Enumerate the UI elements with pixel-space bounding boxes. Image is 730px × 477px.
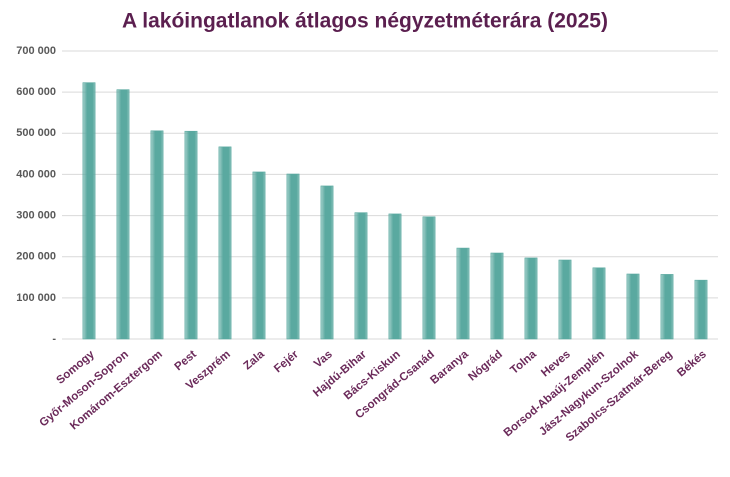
bar — [218, 146, 232, 340]
x-tick-label: Zala — [242, 348, 268, 372]
y-tick-label: 200 000 — [16, 251, 56, 263]
bar — [422, 216, 436, 340]
bar — [660, 274, 674, 340]
x-tick-label: Vas — [312, 348, 335, 370]
y-tick-label: 400 000 — [16, 168, 56, 180]
bar — [252, 171, 266, 340]
bar — [558, 259, 572, 340]
x-tick-label: Nógrád — [466, 348, 505, 383]
bar — [456, 247, 470, 340]
bar — [524, 257, 538, 340]
bar — [490, 252, 504, 340]
bar — [388, 213, 402, 340]
bar — [286, 173, 300, 340]
bar — [82, 82, 96, 340]
bar — [694, 279, 708, 340]
bar — [116, 89, 130, 340]
x-tick-label: Békés — [675, 348, 709, 379]
x-tick-label: Pest — [173, 348, 199, 373]
bar — [626, 273, 640, 340]
bar — [150, 130, 164, 340]
bar — [592, 267, 606, 340]
x-tick-label: Tolna — [508, 348, 539, 377]
y-tick-label: 100 000 — [16, 292, 56, 304]
y-tick-label: - — [52, 333, 56, 345]
y-tick-label: 500 000 — [16, 127, 56, 139]
bar — [320, 185, 334, 340]
x-tick-label: Baranya — [428, 348, 471, 387]
y-tick-label: 300 000 — [16, 209, 56, 221]
bar — [354, 212, 368, 340]
y-tick-label: 700 000 — [16, 45, 56, 57]
chart-title: A lakóingatlanok átlagos négyzetméterára… — [122, 10, 608, 33]
y-tick-label: 600 000 — [16, 86, 56, 98]
x-tick-label: Fejér — [272, 348, 301, 375]
bar — [184, 130, 198, 340]
